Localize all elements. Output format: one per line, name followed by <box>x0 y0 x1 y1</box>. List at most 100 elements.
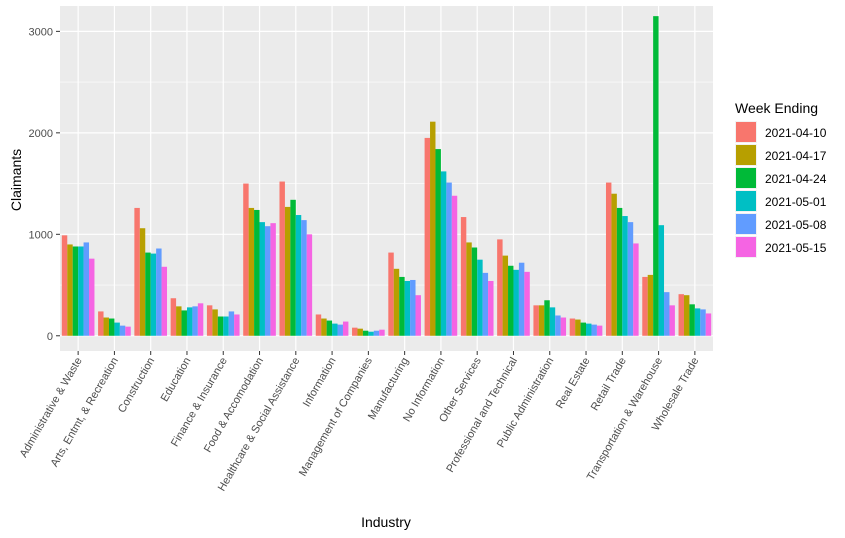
legend-swatch <box>736 191 756 211</box>
bar <box>145 252 151 336</box>
bar <box>694 308 701 336</box>
legend-swatch <box>736 168 756 188</box>
x-tick-label: Education <box>159 356 194 404</box>
bar <box>234 314 240 336</box>
y-tick-label: 1000 <box>29 229 53 241</box>
bar <box>508 265 514 336</box>
bar <box>569 318 576 336</box>
bar <box>206 305 213 336</box>
bar <box>549 307 556 336</box>
bar <box>352 327 358 336</box>
bar <box>119 325 126 336</box>
bar <box>700 309 706 336</box>
bar <box>98 311 104 336</box>
bar <box>669 305 675 336</box>
legend-swatch <box>736 122 756 142</box>
bar <box>161 266 168 336</box>
bar <box>270 223 276 336</box>
bar <box>248 207 255 336</box>
legend-label: 2021-04-24 <box>765 172 827 186</box>
x-tick-label: Construction <box>116 356 157 415</box>
bar <box>513 269 519 336</box>
bar <box>591 324 597 336</box>
bar <box>580 322 587 336</box>
bar <box>538 305 545 336</box>
bar <box>192 306 198 336</box>
bar <box>524 271 530 336</box>
bar <box>301 220 307 336</box>
bar <box>67 244 73 336</box>
bar <box>362 330 369 336</box>
bar <box>186 307 193 336</box>
bar <box>103 317 109 336</box>
bar <box>150 253 157 336</box>
legend-label: 2021-04-17 <box>765 149 827 163</box>
bar <box>555 315 561 336</box>
x-tick-label: Retail Trade <box>589 356 629 413</box>
legend-label: 2021-05-08 <box>765 218 827 232</box>
bar <box>114 322 120 336</box>
y-tick-label: 0 <box>47 331 53 343</box>
bar <box>279 181 285 336</box>
bar <box>61 235 68 336</box>
bar <box>616 207 623 336</box>
bar <box>342 321 349 336</box>
bar <box>176 306 182 336</box>
bar <box>264 226 271 336</box>
bar <box>373 330 380 336</box>
legend-swatch <box>736 237 756 257</box>
bar <box>575 319 581 336</box>
bar <box>435 149 441 336</box>
bar <box>243 183 249 336</box>
x-tick-label: Professional and Technical <box>444 356 520 475</box>
bar <box>125 326 131 336</box>
legend-label: 2021-05-15 <box>765 241 827 255</box>
bar <box>466 242 472 336</box>
y-axis-title: Claimants <box>8 149 24 211</box>
bar <box>596 325 603 336</box>
bar <box>197 303 204 336</box>
bar <box>605 182 612 336</box>
bar <box>518 262 525 336</box>
bar <box>337 324 343 336</box>
bar <box>228 311 235 336</box>
bar <box>306 234 313 336</box>
bar <box>290 199 296 336</box>
bar <box>544 300 550 336</box>
bar <box>633 243 639 336</box>
y-tick-label: 2000 <box>29 128 53 140</box>
bar <box>678 294 684 336</box>
bar <box>134 207 140 336</box>
x-tick-label: Information <box>301 356 339 410</box>
bar <box>477 259 483 336</box>
bar <box>89 258 95 336</box>
bar <box>410 279 416 336</box>
x-tick-label: Administrative & Waste <box>18 356 85 460</box>
bar <box>181 310 187 336</box>
legend-swatch <box>736 145 756 165</box>
bar <box>658 225 665 336</box>
bar <box>653 16 659 336</box>
bar <box>683 295 690 336</box>
bar <box>217 316 224 336</box>
bar <box>446 182 452 336</box>
bar <box>393 268 400 336</box>
legend-swatch <box>736 214 756 234</box>
legend-title: Week Ending <box>735 100 818 116</box>
bar <box>689 304 695 336</box>
bar <box>533 305 539 336</box>
legend-label: 2021-05-01 <box>765 195 827 209</box>
bar <box>156 248 162 336</box>
bar <box>440 171 447 336</box>
x-tick-label: Arts, Entmt, & Recreation <box>49 356 121 469</box>
bar <box>108 318 115 336</box>
bar <box>415 295 421 336</box>
bar <box>379 329 385 336</box>
bar <box>488 280 494 336</box>
bar <box>357 328 363 336</box>
bar <box>705 313 712 336</box>
plot-panel <box>60 6 713 351</box>
